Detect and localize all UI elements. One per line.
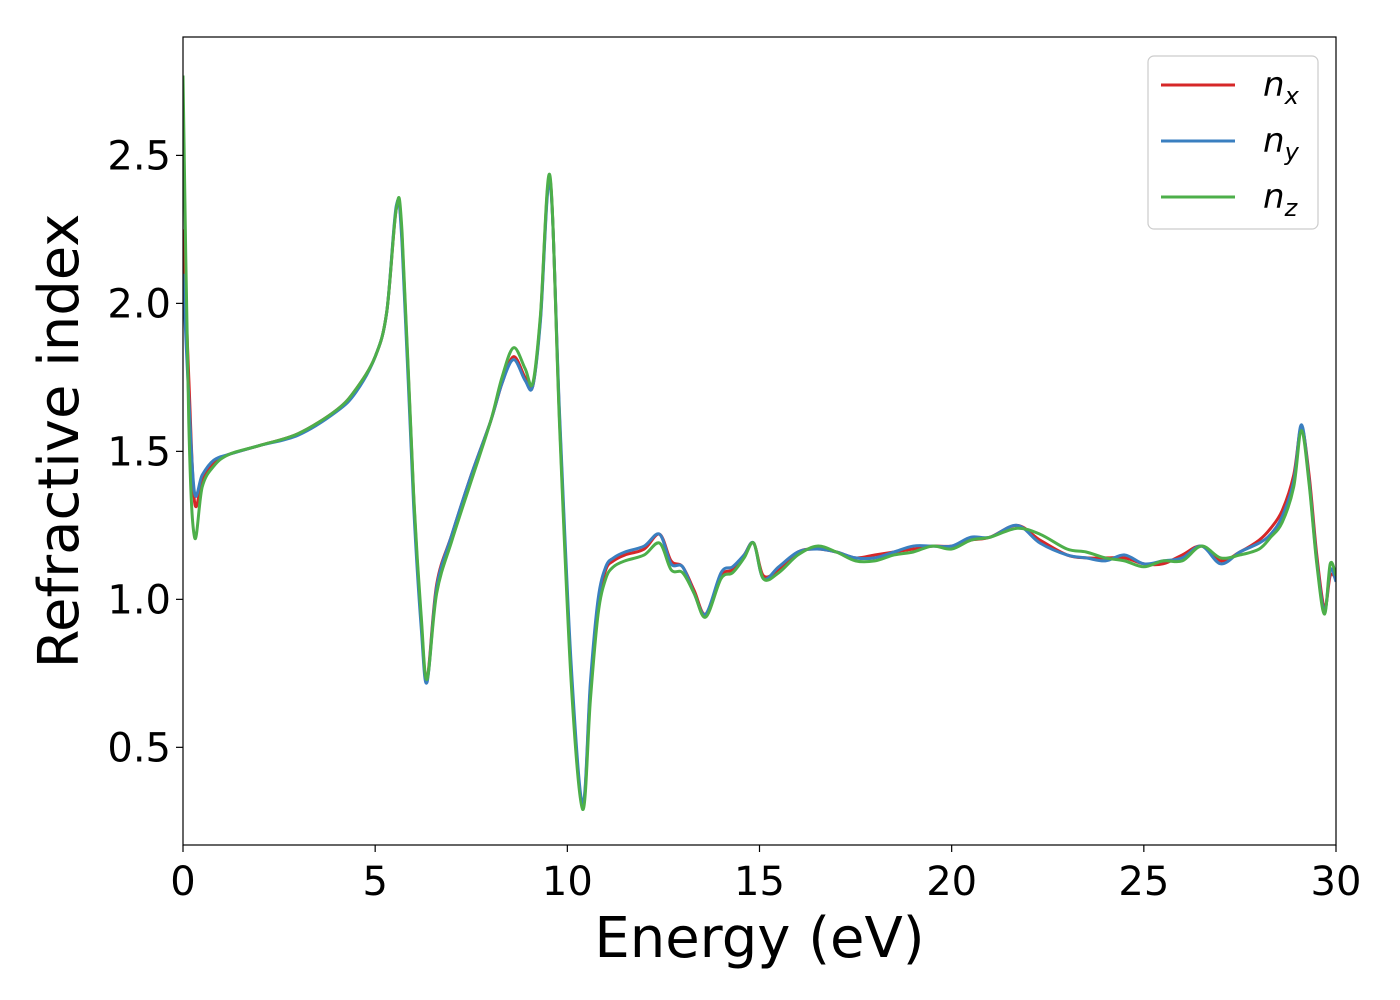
- series-line-ny: [183, 179, 1336, 806]
- x-tick-label: 30: [1311, 859, 1362, 905]
- x-axis-label: Energy (eV): [594, 906, 924, 971]
- x-tick-label: 10: [542, 859, 593, 905]
- y-tick-label: 2.5: [107, 133, 171, 179]
- series-line-nz: [183, 75, 1336, 811]
- x-tick-label: 25: [1118, 859, 1169, 905]
- legend-label-ny: ny: [1263, 121, 1300, 166]
- legend-label-main: n: [1263, 65, 1285, 105]
- y-axis-label: Refractive index: [27, 214, 92, 669]
- y-tick-label: 2.0: [107, 281, 171, 327]
- series-line-nx: [183, 175, 1336, 809]
- y-axis-ticks: 0.5 1.0 1.5 2.0 2.5: [107, 133, 183, 771]
- legend-label-subscript: x: [1284, 82, 1300, 110]
- series-layer: [183, 75, 1336, 811]
- y-tick-label: 1.0: [107, 577, 171, 623]
- x-axis-ticks: 0 5 10 15 20 25 30: [170, 845, 1361, 905]
- y-tick-label: 0.5: [107, 725, 171, 771]
- legend-label-main: n: [1263, 177, 1285, 217]
- x-tick-label: 5: [362, 859, 387, 905]
- legend-label-subscript: y: [1284, 138, 1300, 166]
- x-tick-label: 20: [926, 859, 977, 905]
- legend-label-subscript: z: [1284, 194, 1299, 222]
- legend-label-nz: nz: [1263, 177, 1299, 222]
- y-tick-label: 1.5: [107, 429, 171, 475]
- x-tick-label: 0: [170, 859, 195, 905]
- x-tick-label: 15: [734, 859, 785, 905]
- legend-label-main: n: [1263, 121, 1285, 161]
- legend-label-nx: nx: [1263, 65, 1300, 110]
